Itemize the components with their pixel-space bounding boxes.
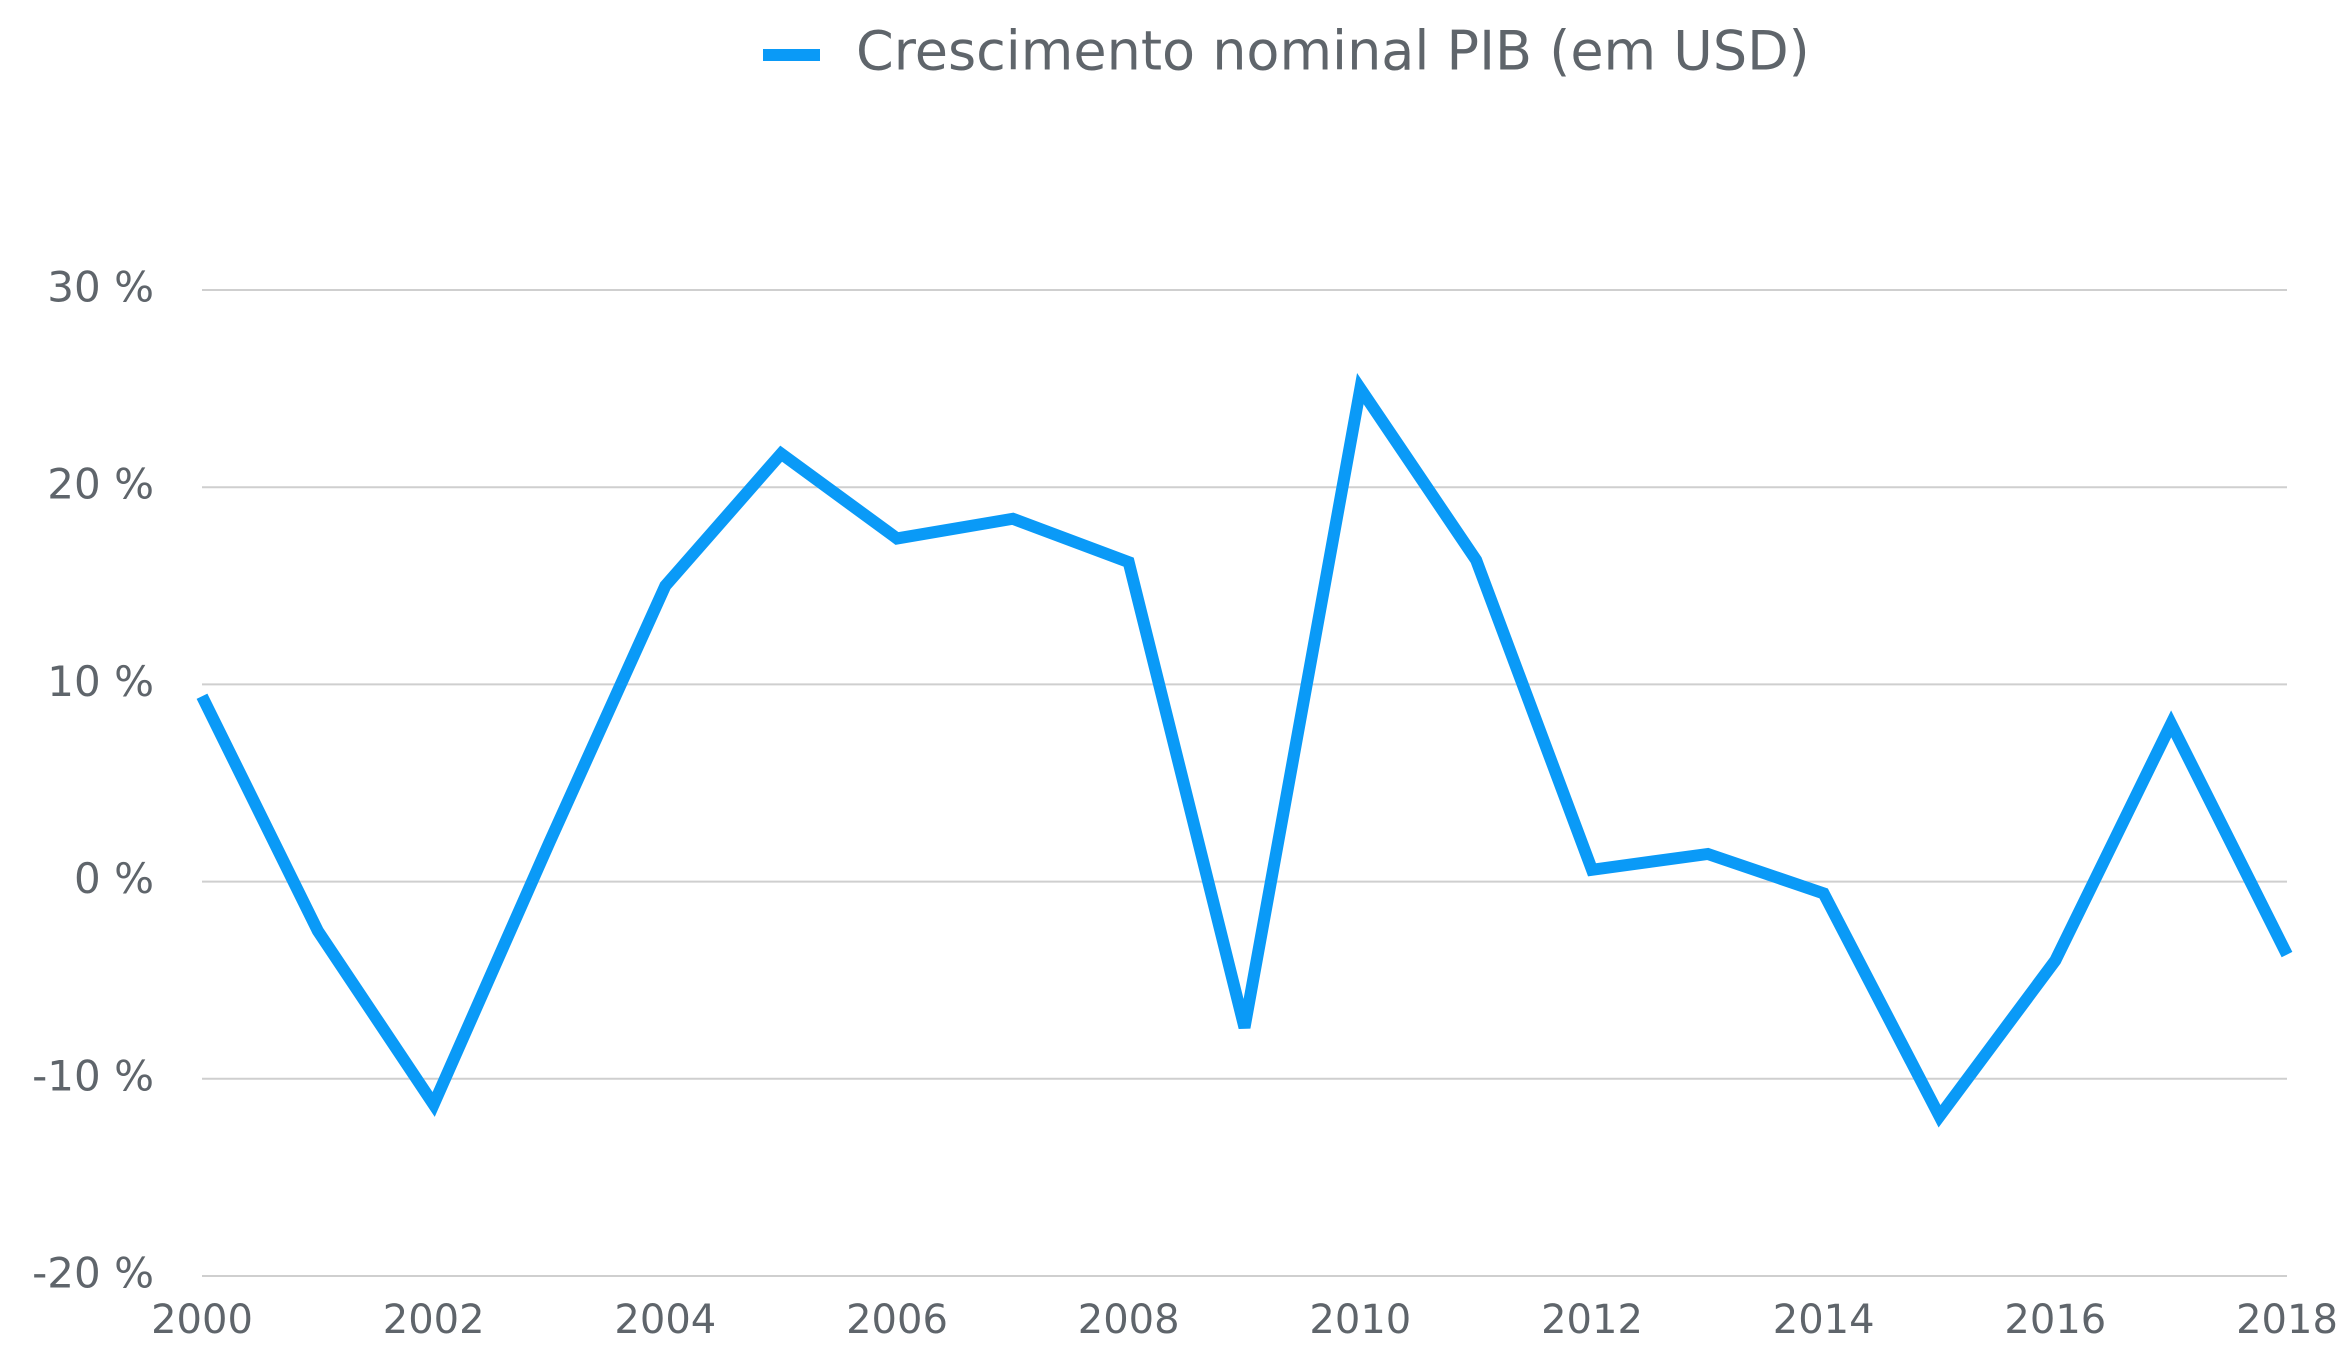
- x-tick-label: 2012: [1541, 1297, 1643, 1343]
- y-tick-label: 0 %: [74, 854, 154, 903]
- y-tick-label: 10 %: [47, 657, 154, 706]
- x-tick-label: 2006: [846, 1297, 948, 1343]
- x-tick-label: 2016: [2004, 1297, 2106, 1343]
- y-tick-label: -10 %: [32, 1051, 154, 1100]
- y-tick-label: 20 %: [47, 460, 154, 509]
- x-tick-label: 2010: [1309, 1297, 1411, 1343]
- x-tick-label: 2002: [383, 1297, 485, 1343]
- y-tick-label: -20 %: [32, 1249, 154, 1298]
- data-line: [196, 373, 2293, 1128]
- x-tick-label: 2004: [614, 1297, 716, 1343]
- x-tick-label: 2018: [2236, 1297, 2336, 1343]
- x-tick-label: 2008: [1078, 1297, 1180, 1343]
- x-tick-label: 2014: [1773, 1297, 1875, 1343]
- y-tick-label: 30 %: [47, 263, 154, 312]
- legend-label: Crescimento nominal PIB (em USD): [856, 20, 1810, 83]
- x-tick-label: 2000: [151, 1297, 253, 1343]
